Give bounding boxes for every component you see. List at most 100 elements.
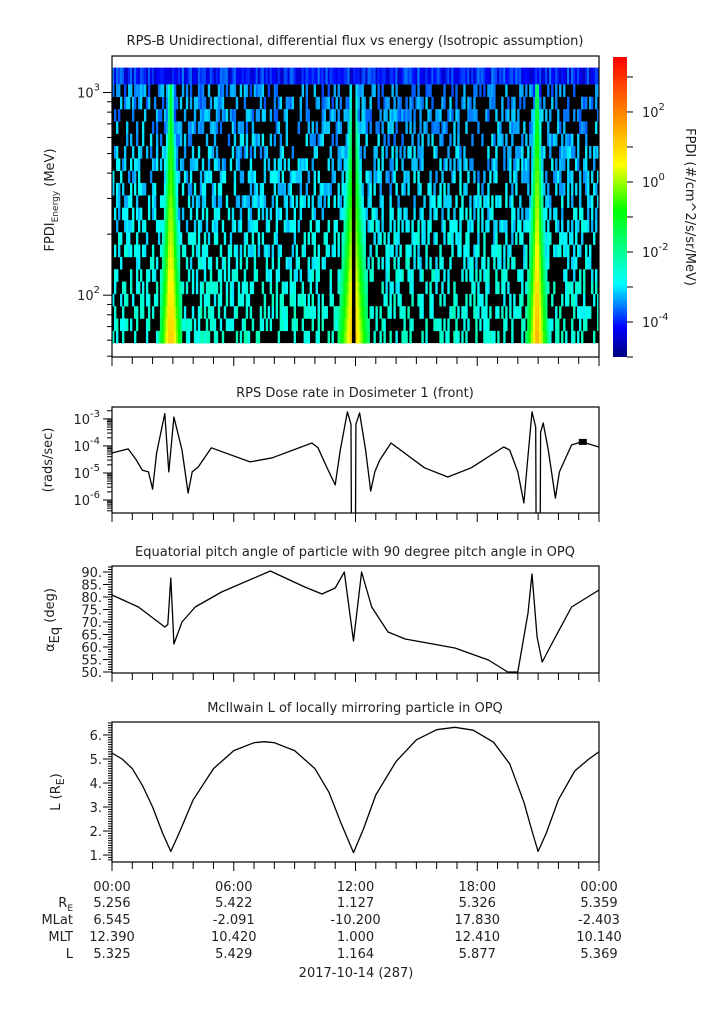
heatmap-cell: [205, 293, 209, 307]
heatmap-cell: [523, 219, 526, 233]
heatmap-cell: [417, 67, 420, 85]
heatmap-cell: [165, 121, 169, 134]
heatmap-cell: [447, 318, 450, 332]
heatmap-cell: [305, 96, 308, 110]
heatmap-cell: [167, 232, 171, 245]
heatmap-cell: [399, 109, 402, 122]
series-line: [112, 570, 599, 673]
heatmap-cell: [535, 67, 538, 85]
heatmap-cell: [261, 281, 265, 295]
heatmap-cell: [597, 67, 599, 85]
heatmap-cell: [257, 232, 261, 245]
heatmap-cell: [513, 219, 516, 233]
heatmap-cell: [153, 207, 157, 221]
heatmap-cell: [193, 232, 197, 245]
dose-title: RPS Dose rate in Dosimeter 1 (front): [236, 386, 474, 401]
heatmap-cell: [535, 281, 538, 295]
heatmap-cell: [337, 318, 340, 332]
heatmap-cell: [171, 158, 175, 171]
heatmap-cell: [243, 244, 247, 258]
heatmap-cell: [585, 256, 588, 270]
heatmap-cell: [165, 269, 169, 282]
heatmap-cell: [487, 219, 490, 233]
heatmap-cell: [233, 121, 237, 134]
heatmap-cell: [511, 219, 514, 233]
heatmap-cell: [413, 170, 416, 184]
heatmap-cell: [245, 84, 249, 98]
heatmap-cell: [125, 232, 129, 245]
heatmap-cell: [545, 318, 548, 332]
heatmap-cell: [299, 170, 303, 184]
heatmap-cell: [427, 182, 430, 196]
heatmap-cell: [385, 170, 388, 184]
heatmap-cell: [541, 269, 544, 282]
heatmap-cell: [263, 244, 267, 258]
heatmap-cell: [327, 182, 330, 196]
heatmap-cell: [451, 244, 454, 258]
heatmap-cell: [275, 67, 279, 85]
heatmap-cell: [573, 293, 576, 307]
heatmap-cell: [363, 96, 366, 110]
heatmap-cell: [189, 84, 193, 98]
heatmap-cell: [177, 67, 181, 85]
heatmap-cell: [175, 170, 179, 184]
heatmap-cell: [489, 84, 492, 98]
heatmap-cell: [521, 318, 524, 332]
heatmap-cell: [189, 207, 193, 221]
heatmap-cell: [367, 109, 370, 122]
heatmap-cell: [545, 232, 548, 245]
heatmap-cell: [465, 244, 468, 258]
heatmap-cell: [527, 293, 530, 307]
heatmap-cell: [239, 170, 243, 184]
heatmap-cell: [395, 84, 398, 98]
heatmap-cell: [401, 219, 404, 233]
heatmap-cell: [357, 96, 360, 110]
heatmap-cell: [359, 293, 362, 307]
heatmap-cell: [537, 318, 540, 332]
heatmap-cell: [277, 207, 281, 221]
heatmap-cell: [547, 133, 550, 147]
heatmap-cell: [425, 256, 428, 270]
heatmap-cell: [289, 67, 293, 85]
heatmap-cell: [419, 306, 422, 319]
heatmap-cell: [317, 244, 320, 258]
heatmap-cell: [327, 158, 330, 171]
heatmap-cell: [449, 67, 452, 85]
heatmap-cell: [539, 195, 542, 208]
heatmap-cell: [565, 146, 568, 159]
heatmap-cell: [551, 84, 554, 98]
heatmap-cell: [549, 318, 552, 332]
heatmap-cell: [377, 232, 380, 245]
heatmap-cell: [467, 244, 470, 258]
heatmap-cell: [369, 109, 372, 122]
heatmap-cell: [535, 133, 538, 147]
heatmap-cell: [261, 109, 265, 122]
heatmap-cell: [359, 67, 362, 85]
heatmap-cell: [243, 96, 247, 110]
heatmap-cell: [571, 232, 574, 245]
heatmap-cell: [539, 67, 542, 85]
heatmap-cell: [263, 306, 267, 319]
heatmap-cell: [223, 306, 227, 319]
heatmap-cell: [365, 133, 368, 147]
heatmap-cell: [145, 67, 149, 85]
heatmap-cell: [281, 318, 285, 332]
heatmap-cell: [453, 170, 456, 184]
heatmap-cell: [297, 293, 301, 307]
heatmap-cell: [559, 232, 562, 245]
heatmap-cell: [189, 232, 193, 245]
heatmap-cell: [277, 269, 281, 282]
heatmap-cell: [421, 269, 424, 282]
heatmap-cell: [193, 121, 197, 134]
heatmap-cell: [425, 244, 428, 258]
heatmap-cell: [393, 232, 396, 245]
heatmap-cell: [231, 109, 235, 122]
heatmap-cell: [341, 318, 344, 332]
heatmap-cell: [437, 269, 440, 282]
heatmap-cell: [539, 109, 542, 122]
heatmap-cell: [501, 306, 504, 319]
heatmap-cell: [169, 109, 173, 122]
heatmap-cell: [437, 67, 440, 85]
heatmap-cell: [573, 67, 576, 85]
heatmap-cell: [243, 195, 247, 208]
